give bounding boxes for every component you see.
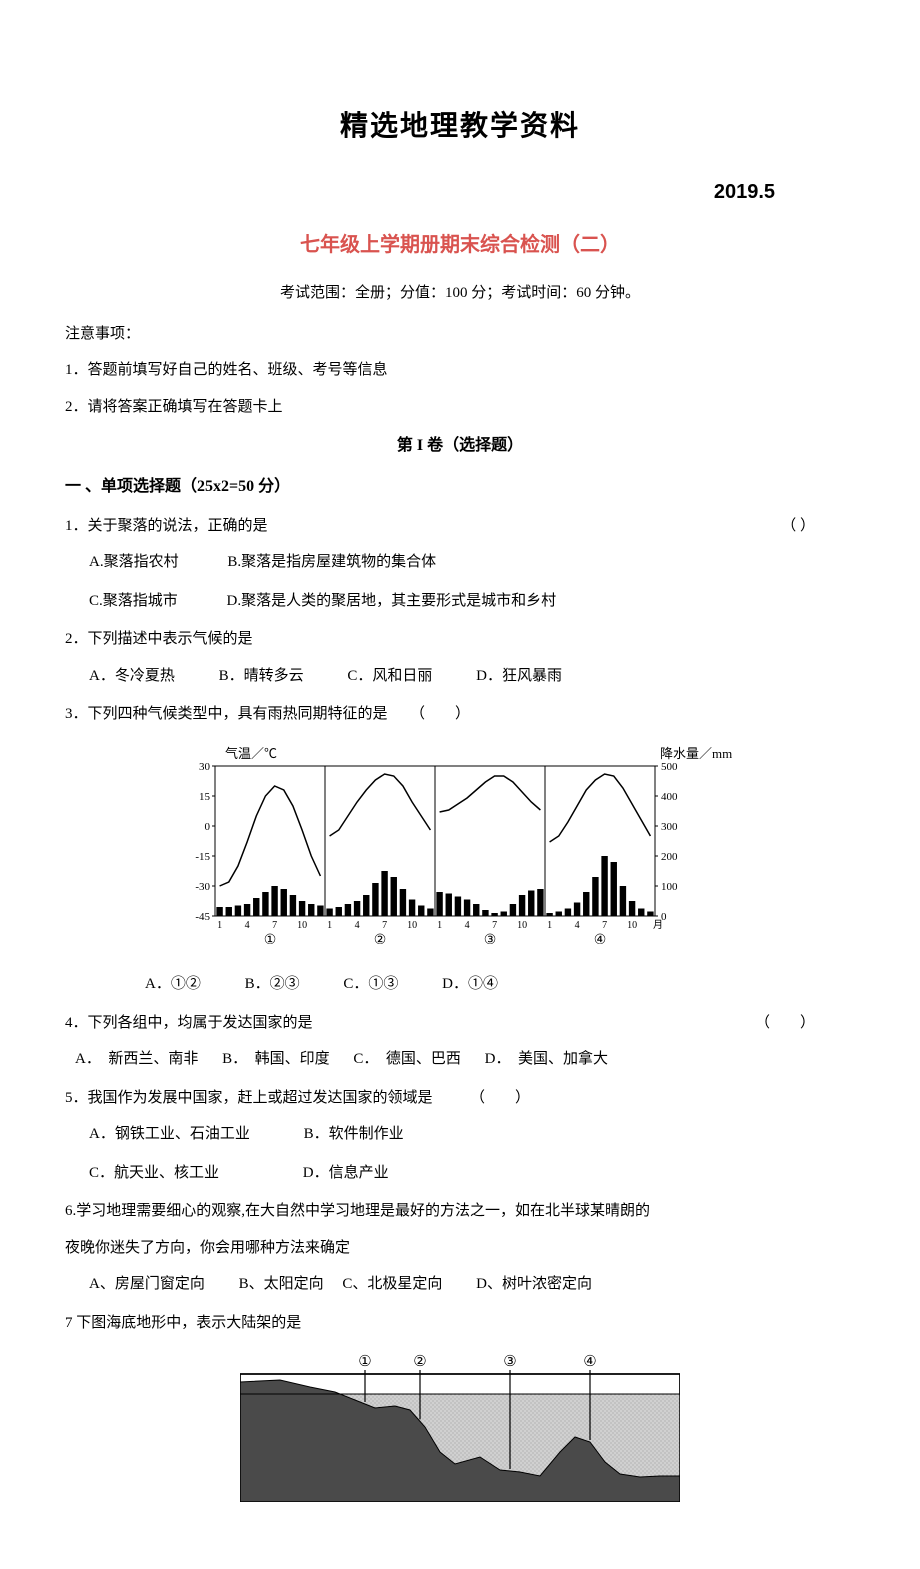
svg-text:7: 7 xyxy=(492,920,497,931)
q2-opt-b: B．晴转多云 xyxy=(219,668,304,684)
svg-text:降水量／mm: 降水量／mm xyxy=(660,746,732,761)
q1-options-line2: C.聚落指城市 D.聚落是人类的聚居地，其主要形式是城市和乡村 xyxy=(65,587,855,616)
q3-opt-a: A．①② xyxy=(145,976,201,992)
q2-opt-a: A．冬冷夏热 xyxy=(89,668,175,684)
svg-text:4: 4 xyxy=(245,920,250,931)
part-header: 一 、单项选择题（25x2=50 分） xyxy=(65,472,855,502)
svg-text:500: 500 xyxy=(661,761,678,773)
q4-opt-a: A． 新西兰、南非 xyxy=(75,1051,198,1067)
svg-text:300: 300 xyxy=(661,821,678,833)
q6-opt-b: B、太阳定向 xyxy=(239,1276,324,1292)
q3-options: A．①② B．②③ C．①③ D．①④ xyxy=(65,970,855,999)
q3-opt-d: D．①④ xyxy=(442,976,498,992)
q7-stem: 7 下图海底地形中，表示大陆架的是 xyxy=(65,1309,855,1338)
q5-opt-b: B．软件制作业 xyxy=(304,1126,404,1142)
svg-text:10: 10 xyxy=(517,920,527,931)
q6-opt-c: C、北极星定向 xyxy=(342,1276,442,1292)
q5-options-line2: C．航天业、核工业 D．信息产业 xyxy=(65,1159,855,1188)
svg-text:30: 30 xyxy=(199,761,211,773)
svg-text:7: 7 xyxy=(602,920,607,931)
svg-text:100: 100 xyxy=(661,881,678,893)
q3-opt-c: C．①③ xyxy=(343,976,398,992)
climate-chart: 气温／℃降水量／mm30150-15-30-455004003002001000… xyxy=(65,744,855,955)
q4-opt-d: D． 美国、加拿大 xyxy=(485,1051,608,1067)
q1-opt-c: C.聚落指城市 xyxy=(89,593,178,609)
climate-chart-svg: 气温／℃降水量／mm30150-15-30-455004003002001000… xyxy=(175,744,745,944)
exam-title: 七年级上学期册期末综合检测（二） xyxy=(65,226,855,264)
q6-opt-a: A、房屋门窗定向 xyxy=(89,1276,205,1292)
q2-stem: 2．下列描述中表示气候的是 xyxy=(65,625,855,654)
main-title: 精选地理教学资料 xyxy=(65,100,855,153)
svg-text:①: ① xyxy=(358,1354,371,1370)
svg-text:1: 1 xyxy=(437,920,442,931)
svg-text:4: 4 xyxy=(575,920,580,931)
q4-paren: （ ） xyxy=(755,1009,815,1038)
q2-opt-d: D．狂风暴雨 xyxy=(476,668,562,684)
q5-opt-d: D．信息产业 xyxy=(303,1165,389,1181)
svg-text:1: 1 xyxy=(327,920,332,931)
q1-text: 1．关于聚落的说法，正确的是 xyxy=(65,518,268,534)
exam-info: 考试范围：全册；分值：100 分；考试时间：60 分钟。 xyxy=(65,279,855,308)
seabed-chart-svg: ① ② ③ ④ xyxy=(240,1352,680,1502)
q4-options: A． 新西兰、南非 B． 韩国、印度 C． 德国、巴西 D． 美国、加拿大 xyxy=(65,1045,855,1074)
svg-text:气温／℃: 气温／℃ xyxy=(225,746,277,761)
q2-options: A．冬冷夏热 B．晴转多云 C．风和日丽 D．狂风暴雨 xyxy=(65,662,855,691)
q3-stem: 3．下列四种气候类型中，具有雨热同期特征的是 （ ） xyxy=(65,700,855,729)
notice-label: 注意事项： xyxy=(65,320,855,349)
svg-text:4: 4 xyxy=(465,920,470,931)
q1-options-line1: A.聚落指农村 B.聚落是指房屋建筑物的集合体 xyxy=(65,548,855,577)
seabed-chart: ① ② ③ ④ xyxy=(65,1352,855,1513)
q6-options: A、房屋门窗定向 B、太阳定向 C、北极星定向 D、树叶浓密定向 xyxy=(65,1270,855,1299)
svg-text:1: 1 xyxy=(217,920,222,931)
svg-text:15: 15 xyxy=(199,791,211,803)
svg-text:-45: -45 xyxy=(195,911,210,923)
svg-text:-15: -15 xyxy=(195,851,210,863)
svg-text:10: 10 xyxy=(407,920,417,931)
svg-text:1: 1 xyxy=(547,920,552,931)
svg-text:4: 4 xyxy=(355,920,360,931)
svg-text:④: ④ xyxy=(583,1354,596,1370)
svg-text:-30: -30 xyxy=(195,881,210,893)
q2-opt-c: C．风和日丽 xyxy=(347,668,432,684)
notice-2: 2．请将答案正确填写在答题卡上 xyxy=(65,393,855,422)
q6-opt-d: D、树叶浓密定向 xyxy=(476,1276,592,1292)
svg-text:400: 400 xyxy=(661,791,678,803)
q1-stem: 1．关于聚落的说法，正确的是 （ ） xyxy=(65,512,855,541)
q6-stem-1: 6.学习地理需要细心的观察,在大自然中学习地理是最好的方法之一，如在北半球某晴朗… xyxy=(65,1197,855,1226)
svg-text:②: ② xyxy=(374,933,387,944)
svg-text:③: ③ xyxy=(503,1354,516,1370)
q4-opt-b: B． 韩国、印度 xyxy=(222,1051,330,1067)
q4-text: 4．下列各组中，均属于发达国家的是 xyxy=(65,1015,313,1031)
svg-text:10: 10 xyxy=(297,920,307,931)
svg-text:月: 月 xyxy=(653,919,663,931)
svg-text:④: ④ xyxy=(594,933,607,944)
q5-stem: 5．我国作为发展中国家，赶上或超过发达国家的领域是 （ ） xyxy=(65,1084,855,1113)
svg-text:200: 200 xyxy=(661,851,678,863)
q1-opt-b: B.聚落是指房屋建筑物的集合体 xyxy=(227,554,436,570)
q5-opt-a: A．钢铁工业、石油工业 xyxy=(89,1126,250,1142)
svg-text:②: ② xyxy=(413,1354,426,1370)
q1-opt-d: D.聚落是人类的聚居地，其主要形式是城市和乡村 xyxy=(227,593,557,609)
q6-stem-2: 夜晚你迷失了方向，你会用哪种方法来确定 xyxy=(65,1234,855,1263)
svg-text:7: 7 xyxy=(272,920,277,931)
svg-text:③: ③ xyxy=(484,933,497,944)
svg-text:7: 7 xyxy=(382,920,387,931)
q3-opt-b: B．②③ xyxy=(245,976,300,992)
notice-1: 1．答题前填写好自己的姓名、班级、考号等信息 xyxy=(65,356,855,385)
doc-date: 2019.5 xyxy=(65,173,855,211)
svg-text:①: ① xyxy=(264,933,277,944)
svg-text:10: 10 xyxy=(627,920,637,931)
section-header: 第 I 卷（选择题） xyxy=(65,431,855,461)
svg-text:0: 0 xyxy=(205,821,211,833)
q4-stem: 4．下列各组中，均属于发达国家的是 （ ） xyxy=(65,1009,855,1038)
q5-options-line1: A．钢铁工业、石油工业 B．软件制作业 xyxy=(65,1120,855,1149)
q4-opt-c: C． 德国、巴西 xyxy=(353,1051,461,1067)
q1-paren: （ ） xyxy=(781,512,815,541)
q5-opt-c: C．航天业、核工业 xyxy=(89,1165,219,1181)
q1-opt-a: A.聚落指农村 xyxy=(89,554,179,570)
